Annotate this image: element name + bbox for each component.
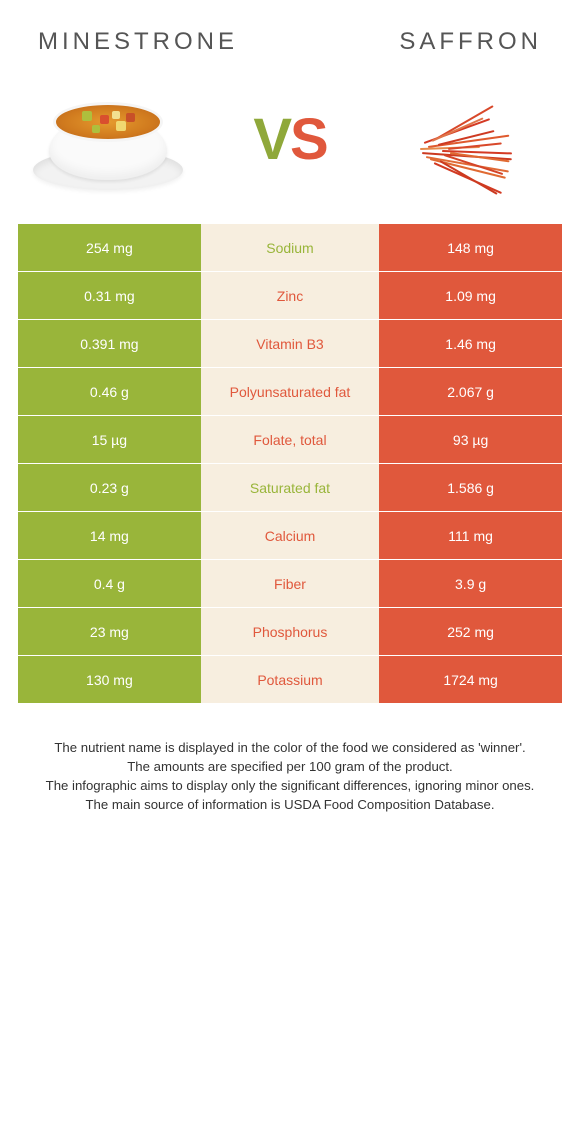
minestrone-image bbox=[28, 84, 188, 194]
nutrient-label: Folate, total bbox=[201, 416, 379, 464]
right-value: 1724 mg bbox=[379, 656, 562, 704]
footer-line: The amounts are specified per 100 gram o… bbox=[24, 757, 556, 776]
right-value: 93 µg bbox=[379, 416, 562, 464]
images-row: VS bbox=[18, 84, 562, 224]
right-food-title: Saffron bbox=[399, 28, 542, 56]
left-food-title: Minestrone bbox=[38, 28, 238, 56]
footer-notes: The nutrient name is displayed in the co… bbox=[18, 704, 562, 815]
nutrient-label: Saturated fat bbox=[201, 464, 379, 512]
table-row: 15 µgFolate, total93 µg bbox=[18, 416, 562, 464]
right-value: 3.9 g bbox=[379, 560, 562, 608]
nutrient-label: Vitamin B3 bbox=[201, 320, 379, 368]
table-row: 130 mgPotassium1724 mg bbox=[18, 656, 562, 704]
left-value: 0.46 g bbox=[18, 368, 201, 416]
left-value: 0.31 mg bbox=[18, 272, 201, 320]
right-value: 1.46 mg bbox=[379, 320, 562, 368]
vs-s: S bbox=[290, 107, 327, 172]
table-row: 254 mgSodium148 mg bbox=[18, 224, 562, 272]
saffron-image bbox=[392, 84, 552, 194]
nutrient-label: Sodium bbox=[201, 224, 379, 272]
nutrient-label: Fiber bbox=[201, 560, 379, 608]
table-row: 14 mgCalcium111 mg bbox=[18, 512, 562, 560]
left-value: 14 mg bbox=[18, 512, 201, 560]
title-row: Minestrone Saffron bbox=[18, 20, 562, 84]
vs-v: V bbox=[253, 107, 290, 172]
vs-label: VS bbox=[253, 106, 326, 173]
nutrient-label: Calcium bbox=[201, 512, 379, 560]
table-row: 0.4 gFiber3.9 g bbox=[18, 560, 562, 608]
table-row: 23 mgPhosphorus252 mg bbox=[18, 608, 562, 656]
right-value: 111 mg bbox=[379, 512, 562, 560]
right-value: 148 mg bbox=[379, 224, 562, 272]
nutrient-label: Zinc bbox=[201, 272, 379, 320]
footer-line: The nutrient name is displayed in the co… bbox=[24, 738, 556, 757]
footer-line: The main source of information is USDA F… bbox=[24, 795, 556, 814]
left-value: 23 mg bbox=[18, 608, 201, 656]
nutrient-table: 254 mgSodium148 mg0.31 mgZinc1.09 mg0.39… bbox=[18, 224, 562, 704]
right-value: 1.09 mg bbox=[379, 272, 562, 320]
nutrient-label: Phosphorus bbox=[201, 608, 379, 656]
left-value: 254 mg bbox=[18, 224, 201, 272]
left-value: 130 mg bbox=[18, 656, 201, 704]
footer-line: The infographic aims to display only the… bbox=[24, 776, 556, 795]
left-value: 0.23 g bbox=[18, 464, 201, 512]
table-row: 0.31 mgZinc1.09 mg bbox=[18, 272, 562, 320]
right-value: 1.586 g bbox=[379, 464, 562, 512]
table-row: 0.23 gSaturated fat1.586 g bbox=[18, 464, 562, 512]
left-value: 15 µg bbox=[18, 416, 201, 464]
left-value: 0.391 mg bbox=[18, 320, 201, 368]
table-row: 0.46 gPolyunsaturated fat2.067 g bbox=[18, 368, 562, 416]
nutrient-label: Polyunsaturated fat bbox=[201, 368, 379, 416]
right-value: 2.067 g bbox=[379, 368, 562, 416]
table-row: 0.391 mgVitamin B31.46 mg bbox=[18, 320, 562, 368]
left-value: 0.4 g bbox=[18, 560, 201, 608]
right-value: 252 mg bbox=[379, 608, 562, 656]
nutrient-label: Potassium bbox=[201, 656, 379, 704]
